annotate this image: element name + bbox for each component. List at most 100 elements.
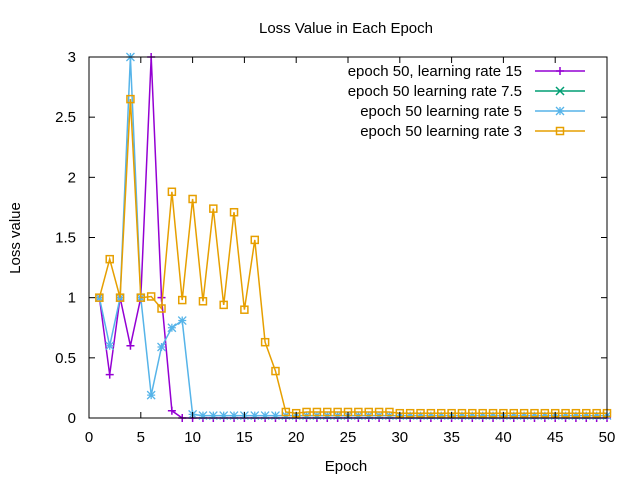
data-point-marker (374, 407, 384, 417)
y-axis-label: Loss value (7, 202, 24, 274)
series-layer (94, 52, 612, 422)
chart-title: Loss Value in Each Epoch (259, 20, 433, 37)
data-point-marker (436, 408, 446, 418)
data-point-marker (312, 407, 322, 417)
data-point-marker (157, 342, 166, 352)
data-point-marker (167, 406, 176, 415)
y-tick-label: 2.5 (55, 109, 76, 126)
data-point-marker (457, 408, 467, 418)
data-point-marker (488, 411, 498, 421)
data-point-marker (581, 411, 591, 421)
data-point-marker (260, 337, 270, 347)
data-point-marker (540, 408, 550, 418)
data-point-marker (555, 126, 565, 136)
data-point-marker (416, 411, 425, 421)
x-tick-label: 10 (184, 429, 201, 446)
x-tick-label: 20 (288, 429, 305, 446)
data-point-marker (229, 411, 239, 421)
data-point-marker (555, 86, 565, 96)
data-point-marker (571, 408, 581, 418)
data-point-marker (167, 187, 177, 197)
data-point-marker (271, 366, 280, 376)
y-tick-label: 0 (68, 410, 76, 427)
y-tick-label: 1 (68, 290, 76, 307)
data-point-marker (271, 411, 280, 421)
data-point-marker (126, 94, 135, 104)
data-point-marker (519, 411, 529, 421)
data-point-marker (556, 67, 564, 75)
data-point-marker (364, 407, 373, 417)
data-point-marker (354, 407, 363, 417)
legend-label: epoch 50, learning rate 15 (348, 63, 522, 80)
data-point-marker (157, 304, 166, 313)
x-tick-label: 30 (391, 429, 408, 446)
data-point-marker (177, 295, 187, 305)
data-point-marker (478, 408, 487, 418)
x-tick-label: 35 (443, 429, 460, 446)
data-point-marker (229, 207, 239, 217)
data-point-marker (105, 341, 115, 351)
series-3 (94, 52, 612, 421)
data-point-marker (146, 292, 156, 301)
legend-entry: epoch 50 learning rate 7.5 (348, 83, 585, 100)
series-4 (95, 94, 612, 418)
data-point-marker (457, 411, 467, 421)
y-tick-label: 1.5 (55, 230, 76, 247)
data-point-marker (592, 411, 602, 421)
data-point-marker (250, 235, 260, 245)
plot-frame (88, 56, 608, 419)
data-point-marker (426, 411, 436, 421)
legend-entry: epoch 50 learning rate 5 (360, 103, 585, 120)
data-point-marker (405, 408, 415, 418)
data-point-marker (540, 411, 550, 421)
x-tick-label: 15 (236, 429, 253, 446)
legend-entry: epoch 50, learning rate 15 (348, 63, 585, 80)
data-point-marker (530, 411, 539, 421)
data-point-marker (405, 411, 415, 421)
data-point-marker (509, 408, 519, 418)
y-tick-label: 2 (68, 169, 76, 186)
data-point-marker (385, 407, 394, 417)
data-point-marker (240, 305, 249, 314)
data-point-marker (219, 411, 229, 421)
data-point-marker (281, 407, 291, 417)
data-point-marker (250, 411, 260, 421)
x-tick-label: 50 (599, 429, 616, 446)
x-tick-label: 5 (137, 429, 145, 446)
legend-entry: epoch 50 learning rate 3 (360, 123, 585, 140)
data-point-marker (177, 316, 187, 325)
data-point-marker (126, 341, 135, 350)
legend-label: epoch 50 learning rate 3 (360, 123, 522, 140)
data-point-marker (555, 106, 565, 116)
data-point-marker (467, 411, 477, 421)
x-tick-label: 40 (495, 429, 512, 446)
series-1 (95, 53, 611, 422)
y-tick-label: 0.5 (55, 350, 76, 367)
data-point-marker (582, 408, 591, 418)
data-point-marker (146, 390, 156, 400)
data-point-marker (136, 293, 146, 302)
data-point-marker (198, 411, 208, 421)
legend-label: epoch 50 learning rate 7.5 (348, 83, 522, 100)
data-point-marker (209, 204, 218, 213)
axes-layer: 0 5 10 15 20 25 30 35 40 45 50 0 0.5 1 1.5 2 2.5 3 (55, 49, 615, 446)
x-tick-label: 0 (85, 429, 93, 446)
data-point-marker (561, 411, 571, 421)
data-point-marker (468, 408, 477, 418)
legend: epoch 50, learning rate 15 epoch 50 learn… (348, 63, 585, 140)
data-point-marker (208, 411, 218, 421)
data-point-marker (105, 254, 114, 264)
data-point-marker (105, 370, 114, 379)
x-axis-label: Epoch (325, 458, 368, 475)
x-tick-label: 45 (547, 429, 564, 446)
data-point-marker (571, 411, 581, 421)
data-point-marker (436, 411, 446, 421)
data-point-marker (302, 407, 311, 417)
data-point-marker (188, 194, 197, 204)
series-line (98, 99, 607, 414)
data-point-marker (219, 300, 228, 310)
data-point-marker (509, 411, 519, 421)
data-point-marker (198, 297, 208, 306)
data-point-marker (426, 408, 436, 418)
